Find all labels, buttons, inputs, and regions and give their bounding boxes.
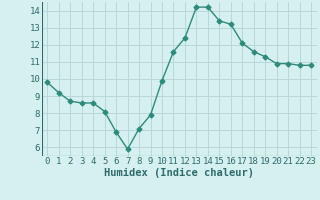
X-axis label: Humidex (Indice chaleur): Humidex (Indice chaleur): [104, 168, 254, 178]
